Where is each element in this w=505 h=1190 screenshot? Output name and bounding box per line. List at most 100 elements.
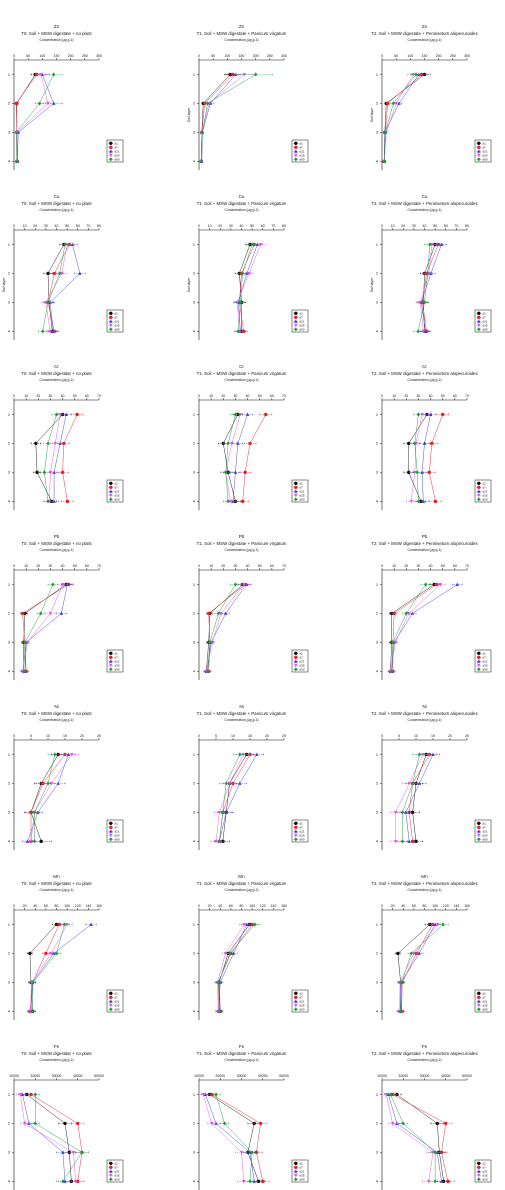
x-tick-label: 50 [394,54,398,58]
x-tick-label: 50 [441,394,445,398]
x-tick-label: 40000 [441,1074,451,1078]
data-point [54,412,59,417]
data-point [248,441,252,446]
series-d35 [396,922,444,1014]
series-d1 [215,752,254,844]
y-tick-label: 1 [193,73,195,77]
x-axis-unit-label: Concentration (μg g-1) [40,888,74,892]
data-point [409,499,413,504]
legend-marker [477,327,481,332]
legend-label: d90 [483,1007,488,1011]
data-point [388,1092,393,1097]
legend-marker [477,149,481,153]
x-tick-label: 0 [381,734,383,738]
series-d7 [423,412,450,504]
data-point [228,951,232,956]
series-d21 [227,412,253,503]
legend-label: d7 [483,1165,487,1169]
y-tick-label: 1 [193,413,195,417]
x-axis-unit-label: Concentration (μg g-1) [408,208,442,212]
series-d90 [214,752,247,844]
x-tick-label: 40 [429,564,433,568]
legend-marker [477,1165,481,1170]
x-tick-label: 70 [454,224,458,228]
y-tick-label: 2 [193,1122,195,1126]
series-d7 [398,922,438,1014]
legend-marker [477,157,481,162]
data-point [244,582,249,586]
x-tick-label: 20000 [30,1074,40,1078]
x-tick-label: 100 [432,904,438,908]
series-line [16,74,54,162]
data-point [48,470,53,475]
legend-label: d35 [300,493,305,497]
x-tick-label: 20 [448,734,452,738]
series-line [30,754,59,842]
chart-panel-pb-t1: Pb T1. Soil + MSW digestate + Panicum vir… [193,534,309,680]
legend-marker [477,991,481,995]
data-point [391,101,396,106]
x-axis-unit-label: Concentration (μg g-1) [225,548,259,552]
x-tick-label: 60 [270,394,274,398]
series-line [22,1094,66,1182]
data-point [242,922,246,927]
legend-marker [294,149,298,153]
series-line [44,414,57,502]
chart-panel-mn-t1: Mn T1. Soil + MSW digestate + Panicum vir… [193,874,309,1020]
y-tick-label: 1 [8,413,10,417]
data-point [71,1150,76,1155]
legend-label: d1 [483,141,487,145]
data-point [65,242,69,247]
legend-marker [477,659,481,663]
y-tick-label: 3 [193,301,195,305]
legend-marker [109,991,113,995]
data-point [63,1121,67,1126]
data-point [46,101,50,106]
x-tick-label: 0 [198,54,200,58]
x-tick-label: 30 [44,224,48,228]
legend-label: d21 [300,1169,305,1173]
y-tick-label: 2 [376,1122,378,1126]
data-point [407,611,411,616]
legend-label: d35 [115,1003,120,1007]
legend-marker [109,655,113,659]
x-tick-label: 50 [73,564,77,568]
chart-panel-cu-t2: Cu T2. Soil + MSW digestate + Pennisetum … [370,194,492,340]
y-tick-label: 1 [193,753,195,757]
series-line [23,584,54,672]
chart-panel-ni-t2: Ni T2. Soil + MSW digestate + Pennisetum … [371,704,492,850]
x-tick-label: 10 [209,394,213,398]
legend-label: d35 [300,1003,305,1007]
series-line [384,74,420,162]
x-tick-label: 50 [250,224,254,228]
y-tick-label: 4 [193,160,195,164]
legend-label: d1 [483,651,487,655]
data-point [413,441,417,446]
data-point [245,412,250,416]
y-tick-label: 3 [8,131,10,135]
data-point [233,470,238,474]
data-point [441,412,445,417]
x-tick-label: 200 [436,54,442,58]
series-line [217,924,253,1012]
series-d21 [400,752,441,843]
x-tick-label: 20 [36,564,40,568]
data-point [60,470,65,475]
data-point [57,271,62,276]
chart-panel-cr-t1: Cr T1. Soil + MSW digestate + Panicum vir… [193,364,309,510]
panel-metal-label: Cu [422,194,428,199]
y-tick-label: 3 [193,471,195,475]
legend-label: d90 [300,837,305,841]
x-tick-label: 25 [465,734,469,738]
x-tick-label: 20 [265,734,269,738]
x-tick-label: 0 [198,734,200,738]
x-axis-unit-label: Concentration (μg g-1) [225,38,259,42]
series-d90 [382,72,422,164]
panel-metal-label: Ni [239,704,243,709]
series-d90 [220,412,241,504]
series-d1 [30,412,68,504]
series-line [209,1094,259,1182]
legend-label: d7 [483,485,487,489]
panel-title: T1. Soil + MSW digestate + Panicum virga… [197,371,287,376]
